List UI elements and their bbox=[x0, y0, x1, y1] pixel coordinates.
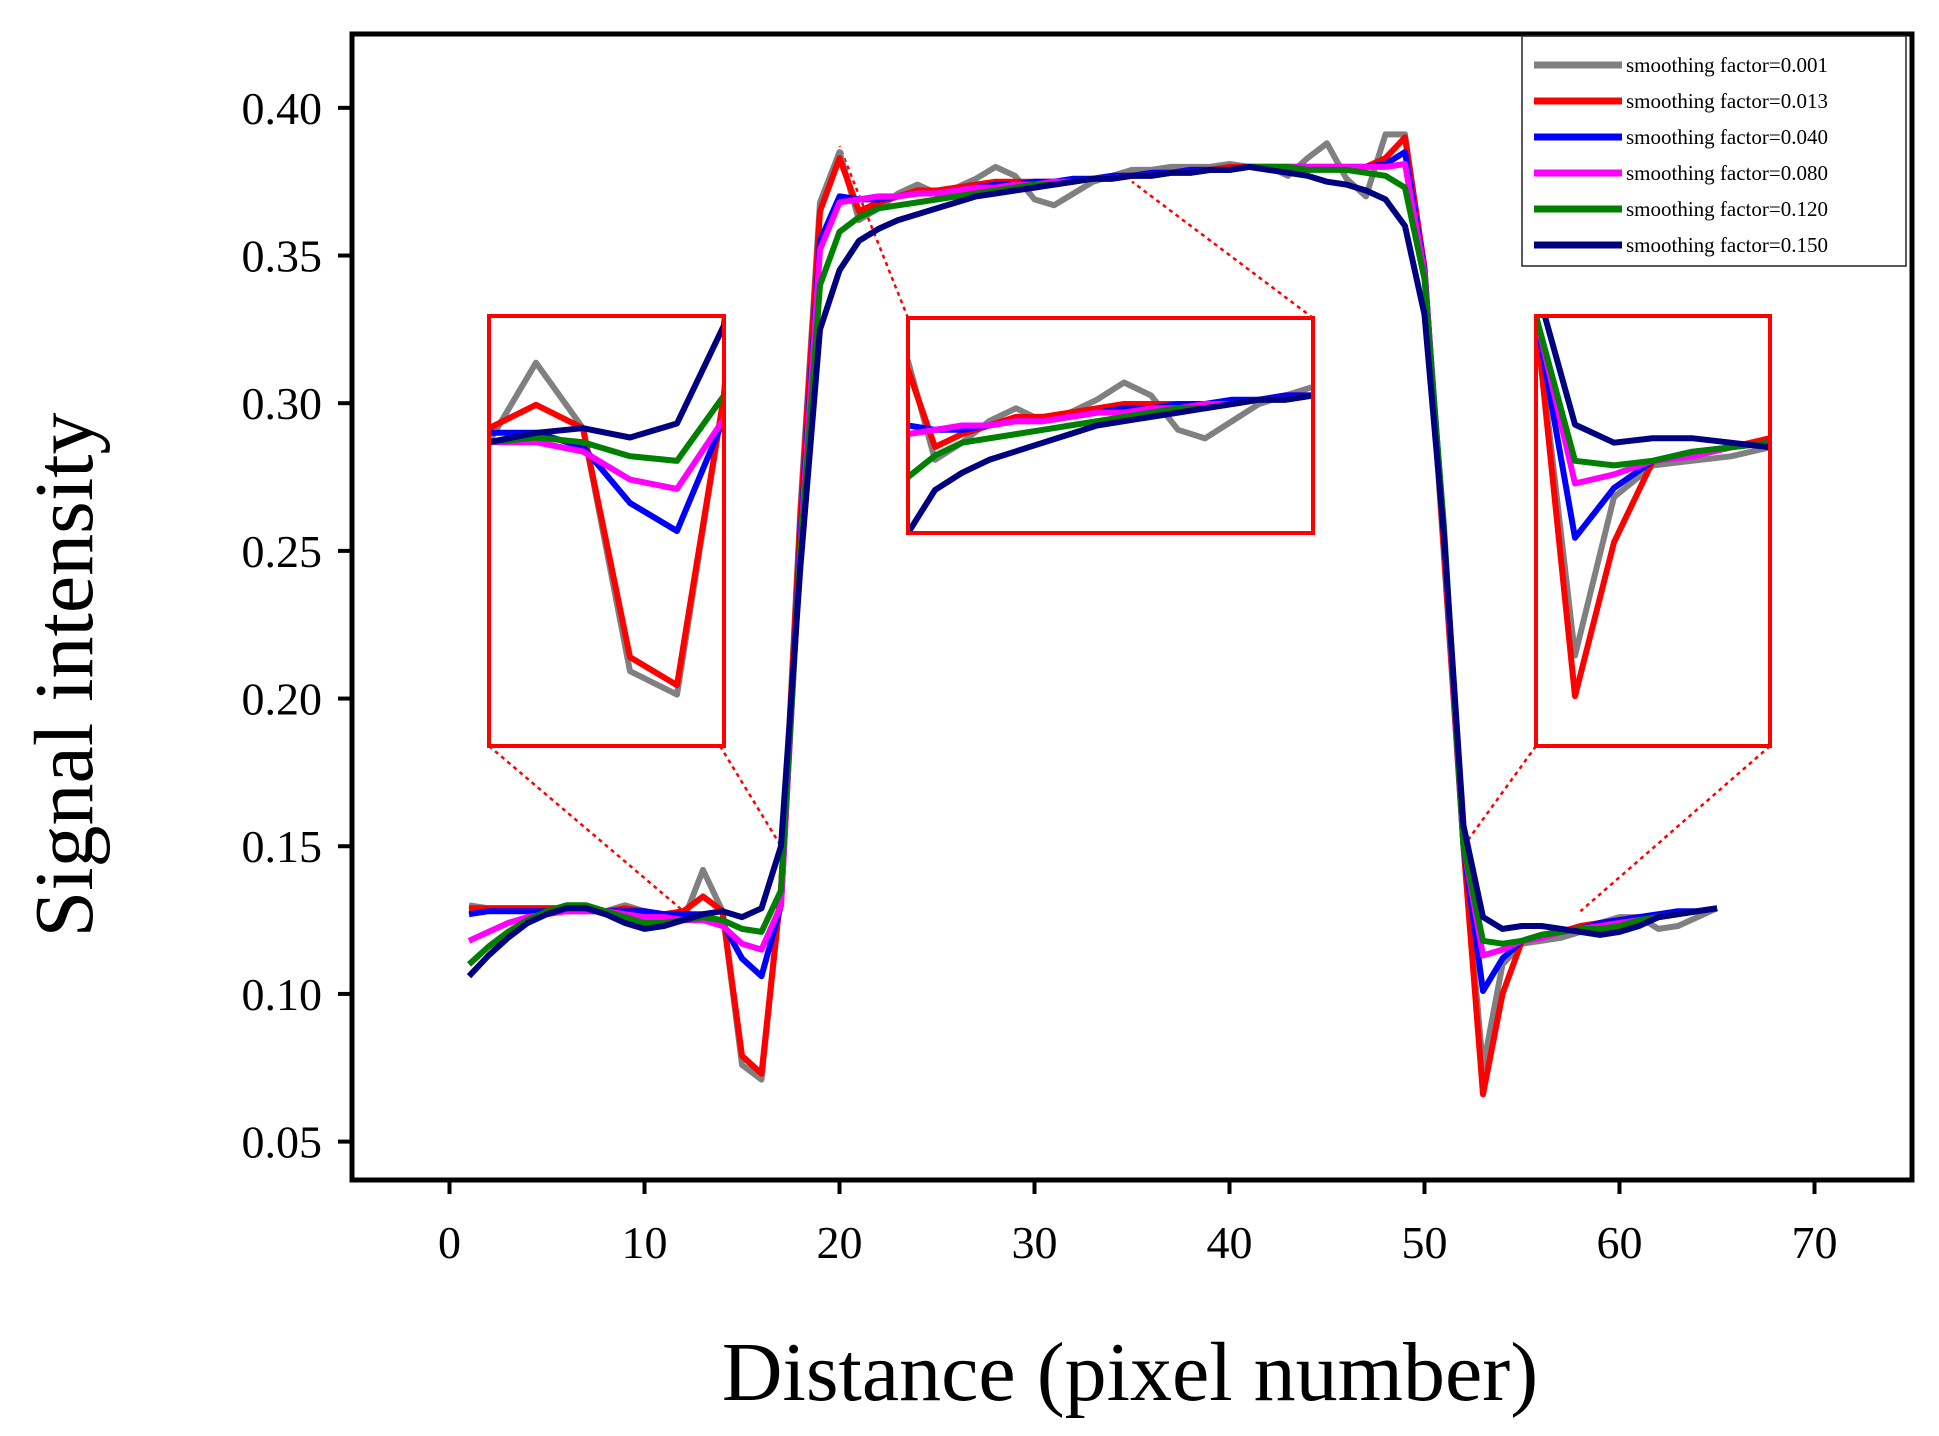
inset-connector bbox=[1579, 745, 1771, 913]
legend-label: smoothing factor=0.040 bbox=[1626, 125, 1828, 149]
series-line-5 bbox=[466, 163, 1718, 979]
y-tick-label: 0.30 bbox=[242, 378, 323, 429]
inset-connector bbox=[838, 145, 910, 319]
legend: smoothing factor=0.001 smoothing factor=0… bbox=[1521, 35, 1907, 267]
plot-frame bbox=[349, 31, 1915, 1183]
inset-zoom-layer bbox=[487, 145, 1772, 913]
y-tick-label: 0.35 bbox=[242, 231, 323, 282]
x-tick-label: 40 bbox=[1207, 1217, 1253, 1268]
inset-connector bbox=[488, 745, 685, 913]
y-tick-label: 0.05 bbox=[242, 1117, 323, 1168]
inset-border bbox=[1534, 314, 1772, 748]
x-tick-label: 10 bbox=[622, 1217, 668, 1268]
x-tick-label: 20 bbox=[817, 1217, 863, 1268]
legend-label: smoothing factor=0.120 bbox=[1626, 197, 1828, 221]
inset-series-line-5 bbox=[489, 316, 724, 446]
x-tick-label: 50 bbox=[1402, 1217, 1448, 1268]
inset-series-line-5 bbox=[908, 392, 1313, 533]
inset-connector bbox=[1131, 180, 1314, 319]
y-tick-label: 0.25 bbox=[242, 526, 323, 577]
inset-series-line-2 bbox=[489, 381, 724, 534]
x-tick-label: 0 bbox=[438, 1217, 461, 1268]
inset-right bbox=[1462, 314, 1772, 913]
legend-label: smoothing factor=0.001 bbox=[1626, 53, 1828, 77]
x-axis-title: Distance (pixel number) bbox=[722, 1326, 1538, 1419]
inset-middle bbox=[838, 145, 1315, 535]
inset-connector bbox=[718, 745, 783, 847]
inset-series bbox=[1536, 316, 1770, 700]
inset-left bbox=[487, 314, 783, 913]
y-axis-title: Signal intensity bbox=[18, 413, 111, 938]
inset-border bbox=[906, 316, 1315, 535]
y-tick-label: 0.15 bbox=[242, 821, 323, 872]
y-tick-label: 0.40 bbox=[242, 83, 323, 134]
y-tick-label: 0.10 bbox=[242, 969, 323, 1020]
legend-label: smoothing factor=0.080 bbox=[1626, 161, 1828, 185]
x-tick-label: 70 bbox=[1792, 1217, 1838, 1268]
x-tick-label: 60 bbox=[1597, 1217, 1643, 1268]
axis-ticks: 0 10 20 30 40 50 60 70 0.05 0.10 0.15 0.20 0.25 0.30 0… bbox=[242, 83, 1838, 1268]
legend-label: smoothing factor=0.013 bbox=[1626, 89, 1828, 113]
inset-series-line-5 bbox=[1541, 316, 1770, 451]
legend-label: smoothing factor=0.150 bbox=[1626, 233, 1828, 257]
series-layer bbox=[466, 131, 1719, 1098]
inset-series bbox=[489, 316, 724, 698]
x-tick-label: 30 bbox=[1012, 1217, 1058, 1268]
inset-border bbox=[487, 314, 726, 748]
y-tick-label: 0.20 bbox=[242, 674, 323, 725]
inset-series bbox=[908, 358, 1313, 533]
legend-box bbox=[1521, 35, 1907, 267]
